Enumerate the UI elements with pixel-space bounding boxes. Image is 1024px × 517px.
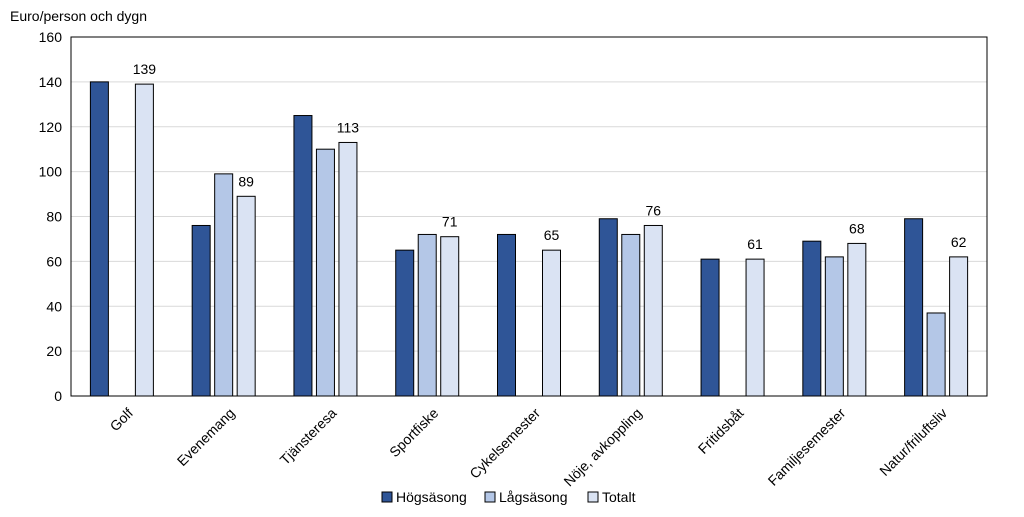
data-label: 113 [337, 119, 360, 135]
y-tick-label: 60 [46, 253, 62, 269]
y-axis-ticks: 0 20 40 60 80 100 120 140 160 [39, 29, 63, 404]
legend-swatch-totalt [587, 491, 599, 503]
bar-totalt-8 [949, 256, 969, 397]
y-tick-label: 80 [46, 209, 62, 225]
y-tick-label: 20 [46, 343, 62, 359]
bar-totalt-3 [440, 236, 460, 397]
x-category-label: Nöje, avkoppling [560, 405, 645, 490]
bar-lågsäsong-2 [315, 148, 335, 397]
plot-area-border [70, 36, 988, 397]
bar-högsäsong-7 [802, 240, 822, 397]
x-axis-labels: Golf Evenemang Tjänsteresa Sportfiske Cykels… [107, 405, 951, 490]
y-tick-label: 140 [39, 74, 63, 90]
data-label: 61 [747, 236, 763, 252]
y-axis-title: Euro/person och dygn [10, 8, 147, 24]
bar-högsäsong-1 [191, 224, 211, 397]
y-tick-label: 100 [39, 164, 63, 180]
y-tick-label: 0 [54, 388, 62, 404]
bar-lågsäsong-1 [214, 173, 234, 397]
x-category-label: Golf [107, 405, 137, 435]
x-category-label: Fritidsbåt [695, 405, 747, 457]
legend-swatch-lågsäsong [484, 491, 496, 503]
y-tick-label: 120 [39, 119, 63, 135]
bar-lågsäsong-5 [621, 233, 641, 397]
data-label: 65 [544, 227, 560, 243]
bar-lågsäsong-8 [926, 312, 946, 397]
bar-lågsäsong-3 [417, 233, 437, 397]
bar-högsäsong-2 [293, 115, 313, 397]
bar-totalt-2 [338, 141, 358, 397]
bar-högsäsong-3 [395, 249, 415, 397]
legend-label: Högsäsong [396, 489, 467, 505]
x-category-label: Evenemang [174, 405, 238, 469]
y-tick-label: 40 [46, 298, 62, 314]
bar-totalt-0 [134, 83, 154, 397]
legend: Högsäsong Lågsäsong Totalt [381, 489, 636, 505]
data-label: 76 [645, 202, 661, 218]
bar-högsäsong-5 [598, 218, 618, 397]
bar-totalt-5 [643, 224, 663, 397]
bar-högsäsong-8 [904, 218, 924, 397]
data-label: 68 [849, 220, 865, 236]
bar-totalt-1 [236, 195, 256, 397]
bar-högsäsong-0 [89, 81, 109, 397]
x-category-label: Sportfiske [386, 405, 441, 460]
x-category-label: Familjesemester [765, 405, 849, 489]
bar-totalt-4 [542, 249, 561, 397]
data-label: 89 [238, 173, 254, 189]
data-labels: 139 89 113 71 65 76 61 68 62 [133, 61, 967, 252]
bar-högsäsong-6 [700, 258, 720, 397]
bar-högsäsong-4 [497, 233, 516, 397]
data-label: 139 [133, 61, 157, 77]
x-category-label: Natur/friluftsliv [876, 405, 950, 479]
bar-totalt-6 [745, 258, 765, 397]
data-label: 71 [442, 214, 458, 230]
bar-totalt-7 [847, 242, 867, 397]
x-category-label: Tjänsteresa [277, 405, 340, 468]
x-category-label: Cykelsemester [466, 405, 543, 482]
data-label: 62 [951, 234, 967, 250]
bar-lågsäsong-7 [824, 256, 844, 397]
legend-label: Lågsäsong [499, 489, 568, 505]
legend-swatch-högsäsong [381, 491, 393, 503]
legend-label: Totalt [602, 489, 636, 505]
bars [89, 81, 969, 397]
y-tick-label: 160 [39, 29, 63, 45]
